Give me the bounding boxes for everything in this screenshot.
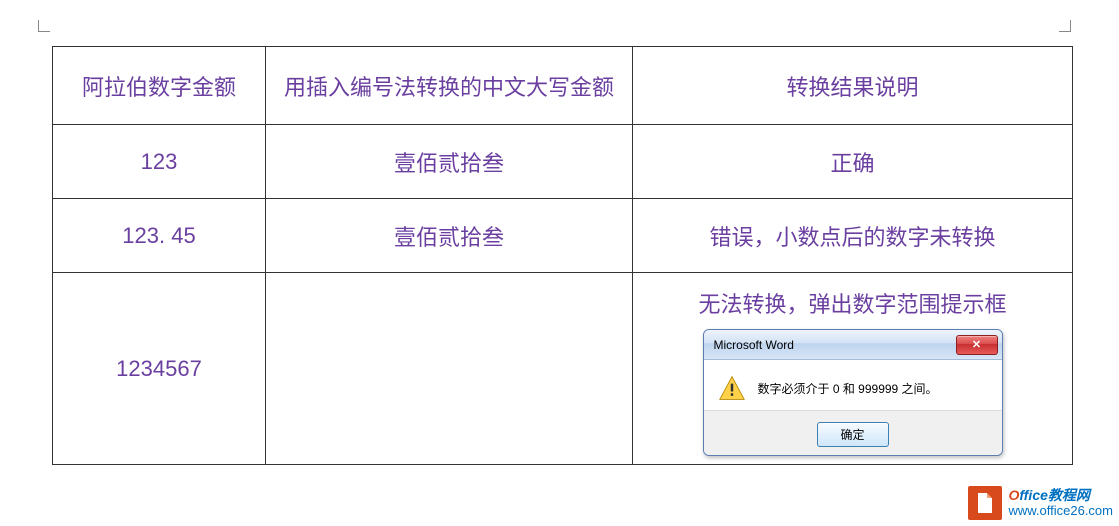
conversion-table-container: 阿拉伯数字金额 用插入编号法转换的中文大写金额 转换结果说明 123 壹佰贰拾叁…: [52, 46, 1072, 465]
cell-amount: 123. 45: [53, 199, 266, 273]
cell-amount: 123: [53, 125, 266, 199]
cell-amount: 1234567: [53, 273, 266, 465]
watermark-brand-rest: ffice教程网: [1019, 487, 1090, 503]
word-error-dialog: Microsoft Word ✕ 数字必须介于 0 和 99999: [703, 329, 1003, 456]
table-row: 123. 45 壹佰贰拾叁 错误，小数点后的数字未转换: [53, 199, 1073, 273]
dialog-message: 数字必须介于 0 和 999999 之间。: [758, 380, 938, 397]
header-arabic: 阿拉伯数字金额: [53, 47, 266, 125]
watermark-text: Office教程网 www.office26.com: [1008, 487, 1113, 518]
dialog-titlebar: Microsoft Word ✕: [704, 330, 1002, 360]
conversion-table: 阿拉伯数字金额 用插入编号法转换的中文大写金额 转换结果说明 123 壹佰贰拾叁…: [52, 46, 1073, 465]
dialog-cell-content: 无法转换，弹出数字范围提示框 Microsoft Word ✕: [641, 281, 1064, 456]
dialog-body: 数字必须介于 0 和 999999 之间。: [704, 360, 1002, 410]
crop-mark-right: [1059, 20, 1071, 32]
watermark-url: www.office26.com: [1008, 504, 1113, 519]
cell-note: 无法转换，弹出数字范围提示框: [698, 281, 1006, 319]
close-icon: ✕: [972, 338, 981, 351]
ok-button[interactable]: 确定: [817, 422, 889, 447]
cell-dialog-container: 无法转换，弹出数字范围提示框 Microsoft Word ✕: [633, 273, 1073, 465]
header-note: 转换结果说明: [633, 47, 1073, 125]
warning-icon: [718, 374, 746, 402]
page-crop-marks: [0, 10, 1119, 40]
cell-converted: [266, 273, 633, 465]
dialog-title: Microsoft Word: [714, 338, 794, 352]
cell-converted: 壹佰贰拾叁: [266, 199, 633, 273]
cell-note: 正确: [633, 125, 1073, 199]
office-logo-icon: [968, 486, 1002, 520]
header-converted: 用插入编号法转换的中文大写金额: [266, 47, 633, 125]
dialog-footer: 确定: [704, 410, 1002, 455]
site-watermark: Office教程网 www.office26.com: [968, 486, 1113, 520]
close-button[interactable]: ✕: [956, 335, 998, 355]
cell-note: 错误，小数点后的数字未转换: [633, 199, 1073, 273]
table-row: 123 壹佰贰拾叁 正确: [53, 125, 1073, 199]
table-header-row: 阿拉伯数字金额 用插入编号法转换的中文大写金额 转换结果说明: [53, 47, 1073, 125]
cell-converted: 壹佰贰拾叁: [266, 125, 633, 199]
table-row: 1234567 无法转换，弹出数字范围提示框 Microsoft Word ✕: [53, 273, 1073, 465]
crop-mark-left: [38, 20, 50, 32]
watermark-brand-o: O: [1008, 487, 1019, 503]
